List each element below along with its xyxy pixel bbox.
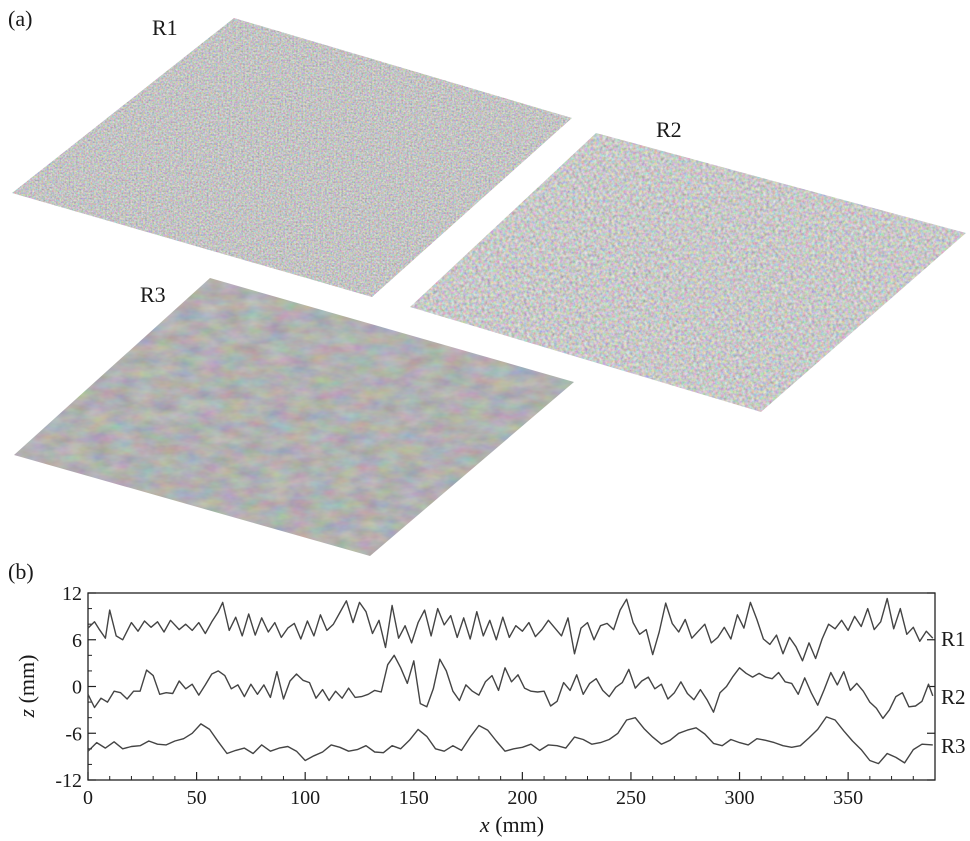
y-tick-label: -12 xyxy=(55,770,82,792)
x-tick-label: 150 xyxy=(399,787,429,809)
surface-r3-label: R3 xyxy=(140,282,166,307)
surface-r2 xyxy=(410,133,966,412)
surface-r1-label: R1 xyxy=(152,15,178,40)
surface-r3 xyxy=(14,278,574,556)
panel-b-label: (b) xyxy=(8,559,34,584)
y-tick-label: 6 xyxy=(72,630,82,652)
series-label-r2: R2 xyxy=(941,685,966,709)
series-line-r2 xyxy=(87,654,934,720)
series-lines xyxy=(87,597,934,765)
x-tick-label: 350 xyxy=(833,787,863,809)
y-axis: 12 6 0 -6 -12 xyxy=(55,583,935,792)
surface-r2-label: R2 xyxy=(656,117,682,142)
x-tick-label: 0 xyxy=(83,787,93,809)
y-axis-label: z (mm) xyxy=(14,655,39,719)
series-label-r3: R3 xyxy=(941,734,966,758)
x-tick-label: 300 xyxy=(725,787,755,809)
x-tick-label: 50 xyxy=(187,787,207,809)
y-tick-label: -6 xyxy=(65,723,82,745)
x-tick-label: 200 xyxy=(507,787,537,809)
surface-r1 xyxy=(12,18,572,297)
y-tick-label: 0 xyxy=(72,677,82,699)
x-axis-label: x (mm) xyxy=(479,812,544,837)
panel-a: (a) R1 R2 R3 xyxy=(8,6,966,556)
x-axis: 0 50 100 150 200 250 300 350 xyxy=(83,772,914,809)
series-labels: R1 R2 R3 xyxy=(941,627,966,758)
series-label-r1: R1 xyxy=(941,627,966,651)
series-line-r1 xyxy=(87,597,934,662)
series-line-r3 xyxy=(87,716,933,765)
profile-chart: 12 6 0 -6 -12 0 50 100 150 200 250 300 350 R1 R2 R3 z… xyxy=(14,583,966,837)
panel-b: (b) 12 6 0 -6 -12 0 50 100 150 200 250 300 350 R1 R2… xyxy=(8,559,966,837)
panel-a-label: (a) xyxy=(8,6,32,31)
x-tick-label: 100 xyxy=(290,787,320,809)
x-tick-label: 250 xyxy=(616,787,646,809)
y-tick-label: 12 xyxy=(62,583,82,605)
